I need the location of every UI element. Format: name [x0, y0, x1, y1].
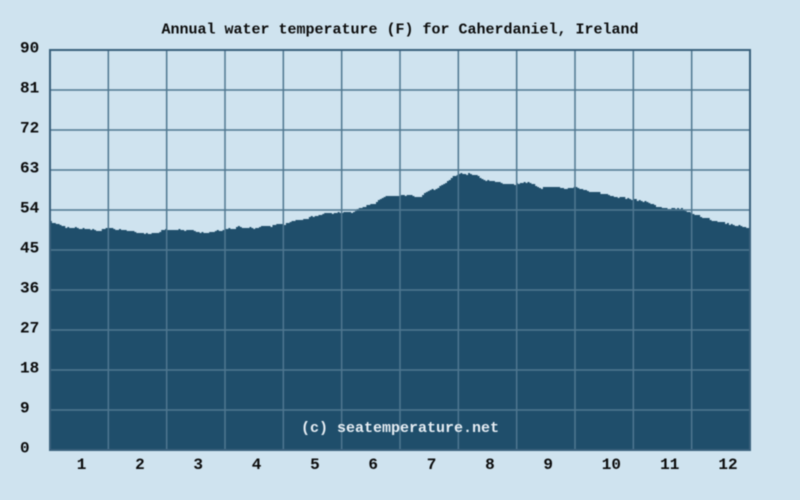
svg-text:1: 1 — [77, 456, 87, 474]
svg-text:3: 3 — [193, 456, 203, 474]
svg-text:7: 7 — [427, 456, 437, 474]
svg-text:12: 12 — [718, 456, 737, 474]
svg-text:11: 11 — [660, 456, 679, 474]
svg-text:10: 10 — [602, 456, 621, 474]
svg-text:2: 2 — [135, 456, 145, 474]
svg-text:9: 9 — [543, 456, 553, 474]
svg-text:63: 63 — [20, 160, 39, 178]
svg-text:0: 0 — [20, 440, 30, 458]
svg-text:9: 9 — [20, 400, 30, 418]
svg-text:27: 27 — [20, 320, 39, 338]
svg-text:36: 36 — [20, 280, 39, 298]
svg-text:6: 6 — [368, 456, 378, 474]
svg-text:(c) seatemperature.net: (c) seatemperature.net — [301, 420, 499, 437]
svg-text:81: 81 — [20, 80, 39, 98]
svg-text:72: 72 — [20, 120, 39, 138]
svg-text:Annual water temperature (F) f: Annual water temperature (F) for Caherda… — [161, 22, 638, 39]
svg-text:5: 5 — [310, 456, 320, 474]
svg-text:4: 4 — [252, 456, 262, 474]
svg-text:90: 90 — [20, 40, 39, 58]
svg-text:45: 45 — [20, 240, 39, 258]
svg-text:18: 18 — [20, 360, 39, 378]
svg-text:54: 54 — [20, 200, 40, 218]
svg-text:8: 8 — [485, 456, 495, 474]
